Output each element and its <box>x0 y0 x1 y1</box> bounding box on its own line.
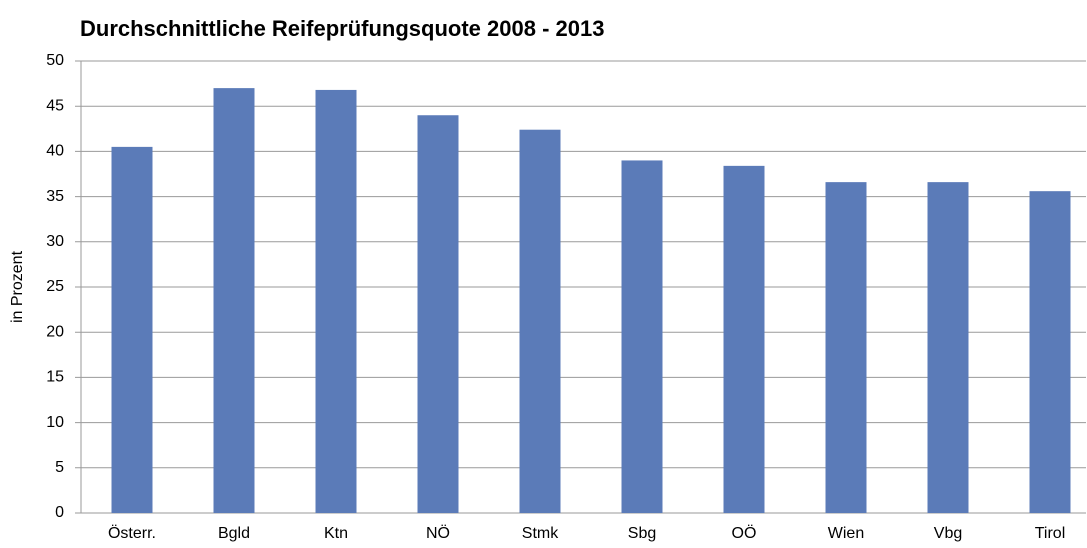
y-tick-label: 0 <box>55 504 64 521</box>
bar <box>111 146 153 513</box>
bar <box>519 129 561 514</box>
y-tick-label: 50 <box>46 52 64 69</box>
y-tick-label: 45 <box>46 97 64 114</box>
x-tick-label: Tirol <box>1035 525 1066 542</box>
x-tick-label: NÖ <box>426 524 450 542</box>
x-tick-label: Sbg <box>628 525 656 542</box>
y-axis-label: in Prozent <box>9 250 26 323</box>
x-tick-label: Wien <box>828 525 864 542</box>
bar <box>723 165 765 513</box>
y-tick-label: 20 <box>46 323 64 340</box>
bar <box>927 182 969 514</box>
y-tick-label: 30 <box>46 233 64 250</box>
bar <box>825 182 867 514</box>
y-tick-label: 5 <box>55 459 64 476</box>
y-tick-label: 35 <box>46 188 64 205</box>
bar <box>315 89 357 513</box>
y-tick-label: 15 <box>46 369 64 386</box>
x-tick-label: Österr. <box>108 524 156 542</box>
chart-title: Durchschnittliche Reifeprüfungsquote 200… <box>80 16 604 41</box>
x-tick-label: OÖ <box>732 524 757 542</box>
y-tick-label: 25 <box>46 278 64 295</box>
bar <box>621 160 663 513</box>
bar <box>417 115 459 514</box>
y-tick-label: 10 <box>46 414 64 431</box>
bar <box>1029 191 1071 513</box>
x-tick-label: Stmk <box>522 525 559 542</box>
x-tick-label: Vbg <box>934 525 962 542</box>
y-tick-label: 40 <box>46 143 64 160</box>
x-tick-label: Ktn <box>324 525 348 542</box>
bar <box>213 88 255 514</box>
x-tick-label: Bgld <box>218 525 250 542</box>
